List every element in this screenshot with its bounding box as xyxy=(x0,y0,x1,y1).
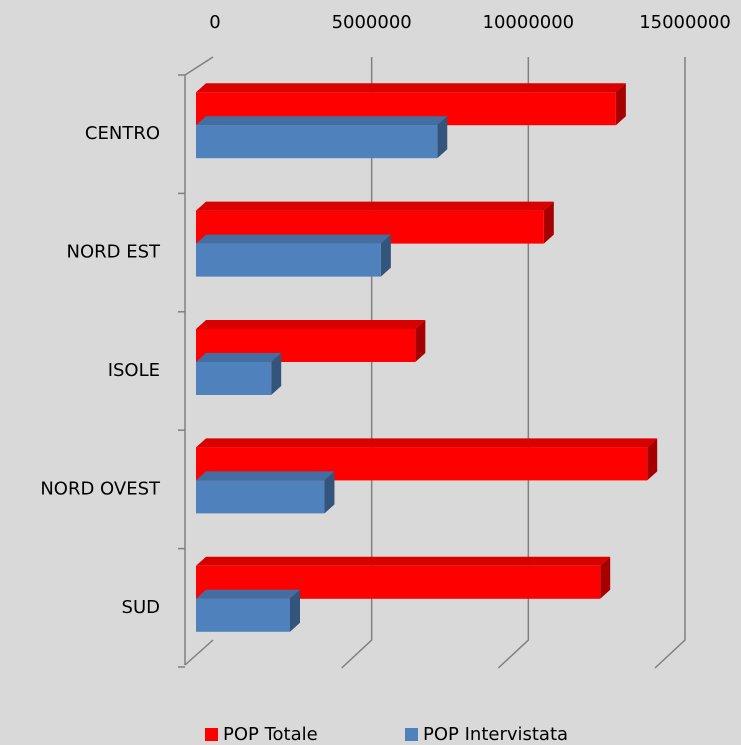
x-tick-label: 10000000 xyxy=(483,12,575,33)
bar-top xyxy=(196,471,335,481)
x-tick-label: 5000000 xyxy=(332,12,412,33)
bar-top xyxy=(196,353,282,362)
bar-top xyxy=(196,83,626,93)
legend-swatch xyxy=(405,728,418,741)
grid-line xyxy=(497,57,530,669)
grid-line xyxy=(654,57,686,669)
y-tick-label: SUD xyxy=(122,597,160,618)
bar-side xyxy=(380,234,391,277)
bar-side xyxy=(437,116,448,159)
bar-top xyxy=(196,320,426,329)
legend-label: POP Totale xyxy=(223,724,318,745)
bar-side xyxy=(415,320,426,362)
axis-wall xyxy=(184,56,214,666)
bar-top xyxy=(196,201,554,211)
bar-side xyxy=(324,471,335,514)
bar-side xyxy=(290,589,300,632)
x-tick-label: 0 xyxy=(209,12,220,33)
bar-side xyxy=(600,556,611,599)
y-tick-label: CENTRO xyxy=(85,123,160,144)
bar-top xyxy=(196,556,611,566)
bar-side xyxy=(271,353,282,395)
legend-swatch xyxy=(205,728,218,741)
legend-label: POP Intervistata xyxy=(423,724,568,745)
bar xyxy=(196,598,290,632)
bar xyxy=(196,243,381,277)
y-tick-label: ISOLE xyxy=(108,360,160,381)
bar xyxy=(196,125,438,159)
x-tick-label: 15000000 xyxy=(639,12,731,33)
bar-top xyxy=(196,438,658,448)
bar-side xyxy=(647,438,658,481)
bar-side xyxy=(615,83,626,126)
bar-top xyxy=(196,234,391,244)
bar-top xyxy=(196,589,300,599)
y-tick-label: NORD OVEST xyxy=(40,478,161,499)
y-tick-label: NORD EST xyxy=(66,242,161,263)
bar-side xyxy=(543,201,554,244)
bar xyxy=(196,480,325,514)
bar-top xyxy=(196,116,448,126)
bar xyxy=(196,362,272,395)
